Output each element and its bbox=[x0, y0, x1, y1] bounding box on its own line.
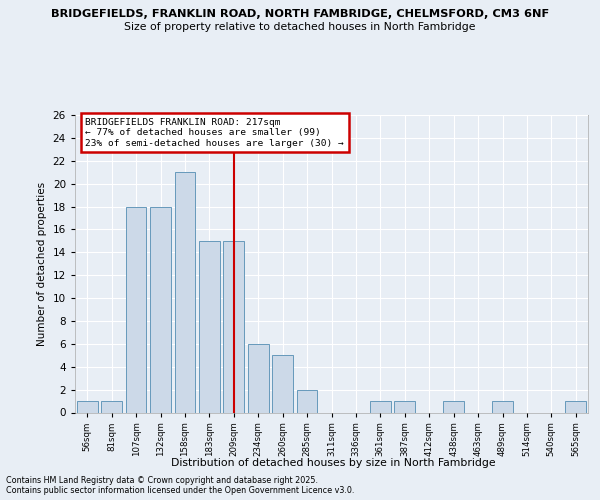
Y-axis label: Number of detached properties: Number of detached properties bbox=[37, 182, 47, 346]
Bar bbox=[565, 401, 586, 412]
Bar bbox=[394, 401, 415, 412]
Bar bbox=[296, 390, 317, 412]
Bar bbox=[150, 206, 171, 412]
Bar bbox=[125, 206, 146, 412]
Bar bbox=[492, 401, 513, 412]
Bar bbox=[101, 401, 122, 412]
Bar bbox=[370, 401, 391, 412]
Text: BRIDGEFIELDS, FRANKLIN ROAD, NORTH FAMBRIDGE, CHELMSFORD, CM3 6NF: BRIDGEFIELDS, FRANKLIN ROAD, NORTH FAMBR… bbox=[51, 9, 549, 19]
Text: BRIDGEFIELDS FRANKLIN ROAD: 217sqm
← 77% of detached houses are smaller (99)
23%: BRIDGEFIELDS FRANKLIN ROAD: 217sqm ← 77%… bbox=[85, 118, 344, 148]
Bar bbox=[223, 241, 244, 412]
Text: Distribution of detached houses by size in North Fambridge: Distribution of detached houses by size … bbox=[170, 458, 496, 468]
Bar bbox=[443, 401, 464, 412]
Bar bbox=[175, 172, 196, 412]
Bar bbox=[272, 356, 293, 412]
Bar bbox=[77, 401, 98, 412]
Text: Size of property relative to detached houses in North Fambridge: Size of property relative to detached ho… bbox=[124, 22, 476, 32]
Bar bbox=[248, 344, 269, 412]
Text: Contains HM Land Registry data © Crown copyright and database right 2025.
Contai: Contains HM Land Registry data © Crown c… bbox=[6, 476, 355, 495]
Bar bbox=[199, 241, 220, 412]
